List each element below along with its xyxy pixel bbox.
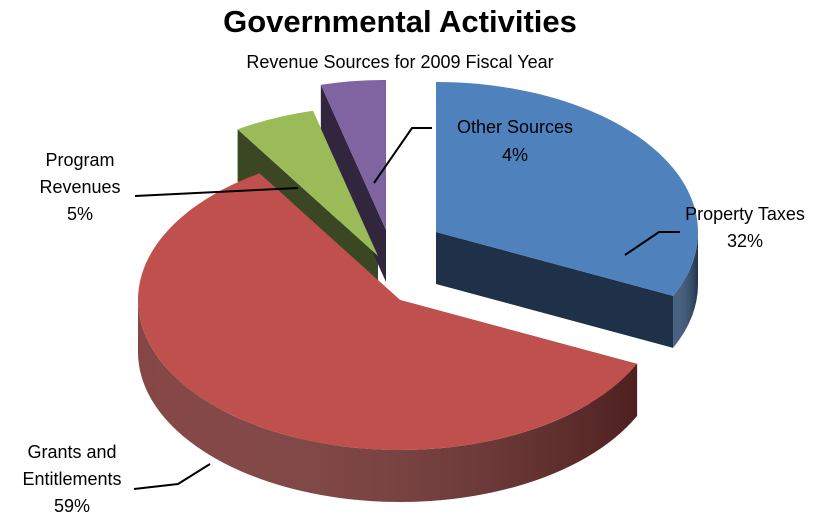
slice-program-revenues xyxy=(237,110,378,256)
label-grants-name-line2: Entitlements xyxy=(22,469,121,489)
leader-lines xyxy=(133,127,680,490)
label-grants-percent: 59% xyxy=(54,496,90,516)
label-other-sources-name: Other Sources xyxy=(457,117,573,137)
slice-other-sources xyxy=(320,80,386,230)
chart-subtitle: Revenue Sources for 2009 Fiscal Year xyxy=(246,52,553,72)
label-program-revenues-percent: 5% xyxy=(67,204,93,224)
label-other-sources-percent: 4% xyxy=(502,145,528,165)
pie-tops xyxy=(137,80,698,450)
label-property-taxes-percent: 32% xyxy=(727,231,763,251)
label-program-revenues-name-line2: Revenues xyxy=(39,177,120,197)
slice-grants xyxy=(137,173,638,450)
label-grants-name-line1: Grants and xyxy=(27,442,116,462)
label-program-revenues-name-line1: Program xyxy=(45,150,114,170)
label-property-taxes-name: Property Taxes xyxy=(685,204,805,224)
leader-property-taxes xyxy=(624,231,680,256)
slice-side-shading-property-taxes xyxy=(673,232,698,348)
leader-program-revenues xyxy=(134,187,299,197)
slice-side-shading-grants xyxy=(138,300,638,502)
chart-title: Governmental Activities xyxy=(223,4,577,39)
leader-other-sources xyxy=(373,127,432,184)
slice-inner-wall-property-taxes xyxy=(436,82,674,348)
slice-property-taxes xyxy=(436,82,698,296)
leader-grants xyxy=(133,463,211,490)
slice-inner-wall-other-sources xyxy=(320,80,386,282)
